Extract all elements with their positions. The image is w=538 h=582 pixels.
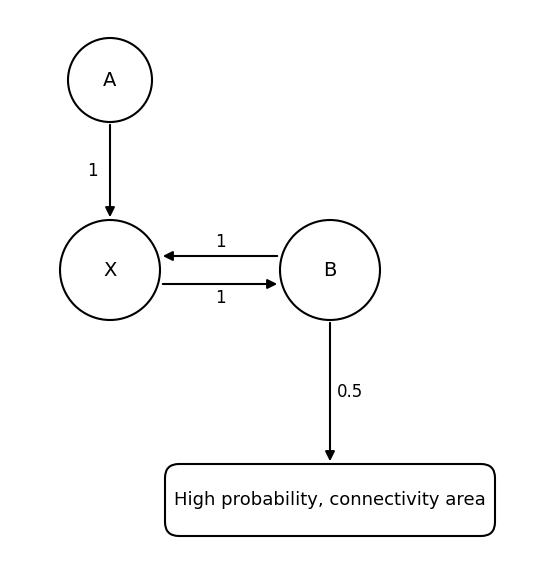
- Text: 1: 1: [87, 162, 97, 180]
- Text: B: B: [323, 261, 337, 279]
- Text: 1: 1: [215, 289, 225, 307]
- FancyBboxPatch shape: [165, 464, 495, 536]
- Text: X: X: [103, 261, 117, 279]
- Text: A: A: [103, 70, 117, 90]
- Circle shape: [60, 220, 160, 320]
- Text: High probability, connectivity area: High probability, connectivity area: [174, 491, 486, 509]
- Text: 0.5: 0.5: [337, 383, 363, 401]
- Circle shape: [68, 38, 152, 122]
- Circle shape: [280, 220, 380, 320]
- Text: 1: 1: [215, 233, 225, 251]
